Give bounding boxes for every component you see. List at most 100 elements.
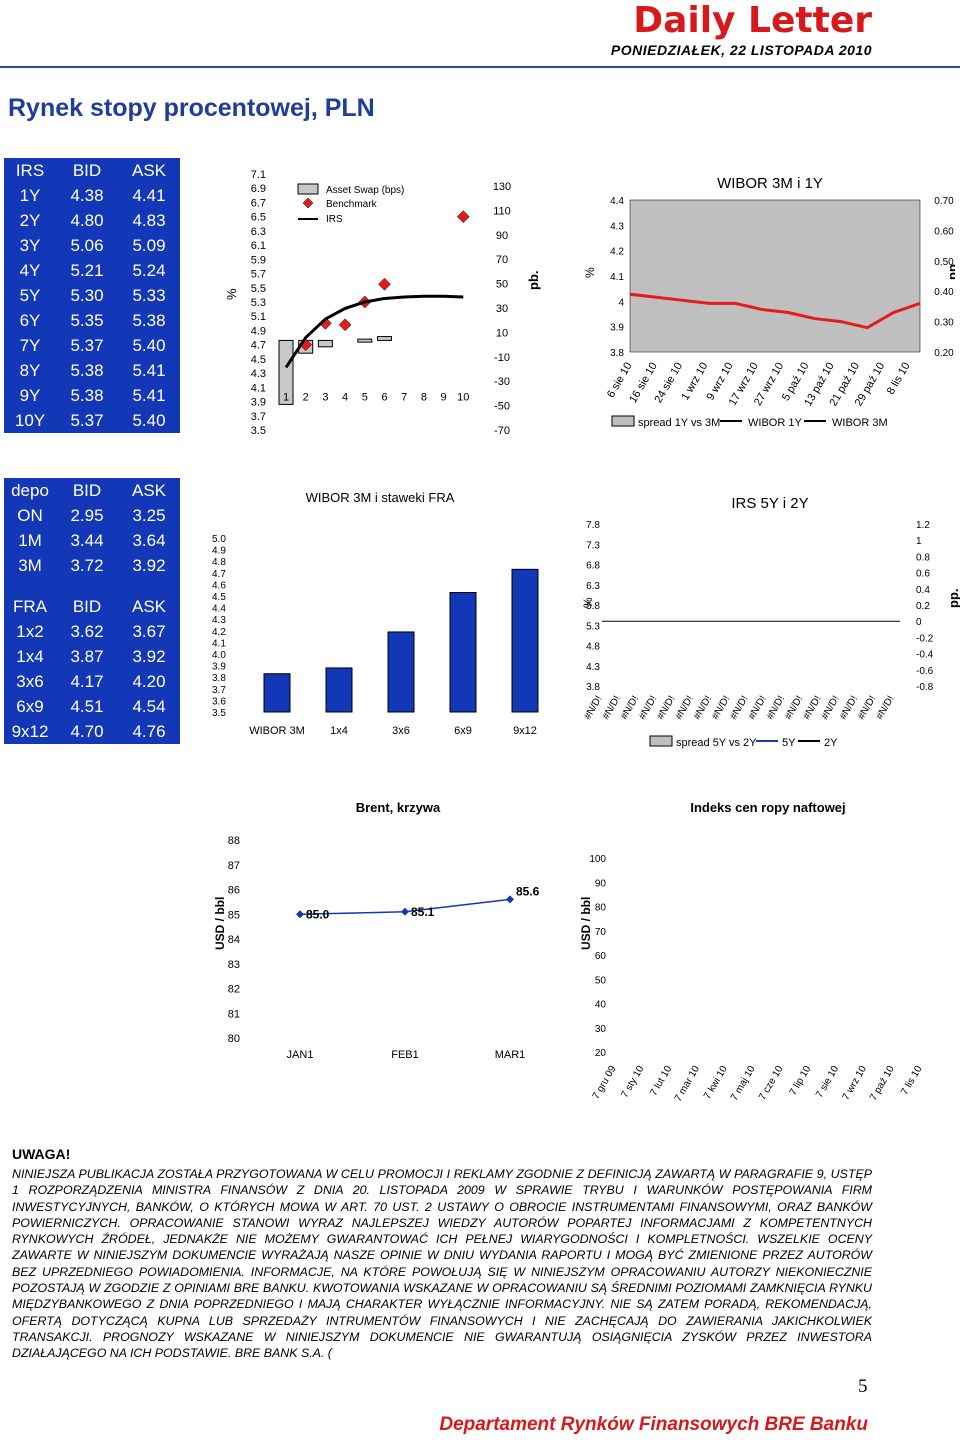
legend-label: 2Y (824, 737, 838, 749)
table-cell: 4.41 (132, 185, 166, 205)
right-tick-label: -0.2 (916, 633, 934, 644)
x-tick-label: 4 (342, 391, 348, 403)
y-tick-label: 5.0 (212, 534, 226, 545)
x-tick-label: JAN1 (287, 1049, 314, 1061)
chart-title: Indeks cen ropy naftowej (690, 800, 845, 815)
y-tick-label: 60 (595, 951, 607, 962)
legend-swatch (302, 197, 314, 209)
right-tick-label: -0.8 (916, 682, 934, 693)
x-tick-label: 7 sty 10 (619, 1064, 646, 1100)
y-tick-label: 3.6 (212, 696, 226, 707)
benchmark-marker (378, 277, 391, 291)
table-cell: 2.95 (70, 505, 104, 525)
table-row: 8Y 5.38 5.41 (4, 358, 180, 383)
right-tick-label: 0.2 (916, 601, 930, 612)
brent-point (296, 910, 304, 919)
table-cell: depo (11, 480, 49, 500)
left-tick-label: 4.3 (251, 368, 266, 380)
table-cell: BID (72, 596, 102, 616)
right-axis-label: pp. (945, 261, 955, 281)
x-tick-label: 7 maj 10 (729, 1064, 758, 1103)
x-tick-label: 7 wrz 10 (841, 1064, 870, 1103)
right-tick-label: -50 (494, 401, 510, 413)
header-rule (0, 66, 960, 68)
legend-label: IRS (326, 214, 343, 225)
right-tick-label: 0.20 (934, 348, 954, 359)
table-row: 2Y 4.80 4.83 (4, 208, 180, 233)
asset-swap-bar (278, 339, 294, 405)
x-tick-label: 7 lip 10 (788, 1064, 814, 1098)
x-tick-label: 1x4 (330, 725, 348, 737)
table-cell: 3.67 (132, 621, 166, 641)
table-row: 1Y 4.38 4.41 (4, 183, 180, 208)
x-tick-label: 3 (322, 391, 328, 403)
left-tick-label: 3.9 (610, 323, 624, 334)
x-tick-label: 3x6 (392, 725, 410, 737)
right-tick-label: -30 (494, 376, 510, 388)
right-tick-label: 130 (493, 181, 511, 193)
table-cell: 3x6 (16, 671, 44, 691)
table-cell: 4.70 (70, 721, 104, 741)
x-tick-label: 9x12 (513, 725, 537, 737)
y-tick-label: 4.4 (212, 604, 226, 615)
y-tick-label: 4.5 (212, 592, 226, 603)
x-tick-label: 7 sie 10 (814, 1064, 841, 1100)
table-row: 9Y 5.38 5.41 (4, 383, 180, 408)
y-tick-label: 4.3 (212, 615, 226, 626)
table-cell: 5Y (19, 285, 41, 305)
left-tick-label: 5.8 (586, 601, 600, 612)
plot-area (629, 199, 921, 353)
y-tick-label: 4.7 (212, 569, 226, 580)
benchmark-marker (456, 210, 470, 224)
fra-bar (449, 592, 477, 713)
legend-label: spread 1Y vs 3M (638, 417, 720, 429)
irs-curve-chart: 7.1 6.9 6.7 6.5 6.3 6.1 5.9 5.7 5.5 5.3 5.1 4.9 4.7 4… (220, 160, 550, 450)
y-axis-label: USD / bbl (579, 897, 593, 950)
table-cell: 4Y (19, 260, 41, 280)
left-tick-label: 6.3 (586, 581, 600, 592)
depo-fra-table: depo BID ASK ON 2.95 3.25 1M 3.44 3.64 3M 3.72 3.92… (4, 478, 180, 744)
right-tick-label: -0.6 (916, 666, 934, 677)
y-tick-label: 80 (595, 903, 607, 914)
y-tick-label: 84 (228, 934, 240, 946)
x-tick-label: 7 lut 10 (648, 1064, 674, 1098)
right-tick-label: 0.70 (934, 196, 954, 207)
left-tick-label: 6.7 (251, 197, 266, 209)
right-tick-label: 0.4 (916, 585, 930, 596)
fra-bar (511, 568, 539, 713)
table-cell: 4.76 (132, 721, 166, 741)
table-cell: 5.21 (70, 260, 104, 280)
x-tick-label: 7 cze 10 (757, 1064, 786, 1103)
left-tick-label: 4.2 (610, 247, 624, 258)
right-tick-label: 0 (916, 617, 922, 628)
chart-title: Brent, krzywa (356, 800, 441, 815)
left-axis-label: % (583, 267, 597, 278)
right-tick-label: 110 (493, 205, 511, 217)
wibor-fra-chart: WIBOR 3M i staweki FRA 5.0 4.9 4.8 4.7 4.6 4.5… (210, 480, 560, 750)
chart-title: WIBOR 3M i 1Y (717, 175, 823, 192)
x-tick-label: #N/D! (874, 694, 896, 722)
y-tick-label: 20 (595, 1048, 607, 1059)
disclaimer-text: NINIEJSZA PUBLIKACJA ZOSTAŁA PRZYGOTOWAN… (12, 1167, 872, 1361)
table-cell: 5.09 (132, 235, 166, 255)
x-tick-label: 6 (381, 391, 387, 403)
y-tick-label: 87 (228, 860, 240, 872)
left-tick-label: 6.3 (251, 226, 266, 238)
y-tick-label: 4.2 (212, 627, 226, 638)
x-tick-label: 5 (362, 391, 368, 403)
table-cell: 5.37 (70, 335, 104, 355)
fra-bar (325, 667, 353, 713)
table-row: 3Y 5.06 5.09 (4, 233, 180, 258)
table-cell: BID (72, 480, 102, 500)
table-cell: 5.41 (132, 385, 166, 405)
table-cell: 3M (18, 555, 42, 575)
table-cell: 7Y (19, 335, 41, 355)
table-cell: 5.24 (132, 260, 166, 280)
x-tick-label: 7 paź 10 (868, 1064, 897, 1103)
left-tick-label: 5.9 (251, 254, 266, 266)
x-tick-label: 7 kwi 10 (702, 1064, 730, 1102)
right-tick-label: 70 (496, 254, 508, 266)
table-cell: 1M (18, 530, 42, 550)
right-tick-label: 0.50 (934, 257, 954, 268)
table-cell: 6x9 (16, 696, 44, 716)
